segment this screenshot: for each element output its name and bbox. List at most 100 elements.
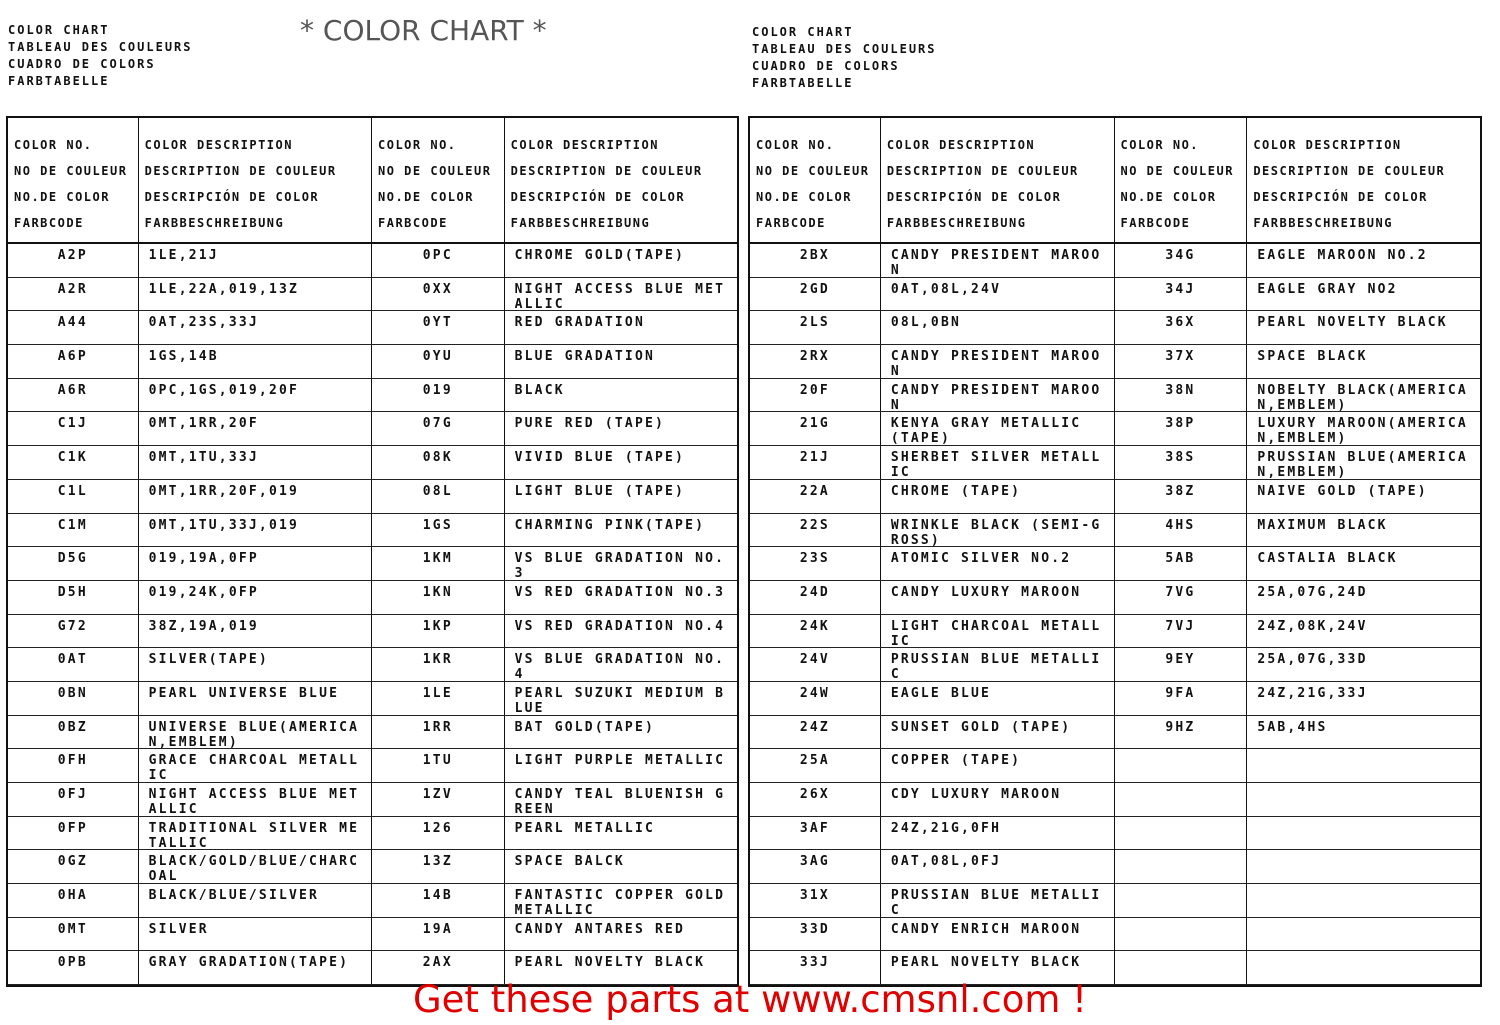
color-description: CANDY PRESIDENT MAROON	[881, 345, 1115, 378]
color-code: 24D	[750, 580, 881, 614]
color-description: PEARL UNIVERSE BLUE	[139, 681, 372, 715]
table-row: 0GZ BLACK/GOLD/BLUE/CHARCOAL 13Z SPACE BALC…	[8, 850, 737, 885]
color-description: KENYA GRAY METALLIC (TAPE)	[881, 412, 1115, 446]
color-code	[1115, 917, 1248, 951]
table-row: A2P 1LE,21J 0PC CHROME GOLD(TAPE)	[8, 244, 737, 278]
color-code: 0HA	[8, 884, 139, 917]
color-code: 4HS	[1115, 513, 1248, 547]
color-code	[1115, 850, 1248, 884]
table-row: 0BZ UNIVERSE BLUE(AMERICA N,EMBLEM) 1RR BAT…	[8, 715, 737, 750]
color-code: 26X	[750, 783, 881, 816]
color-code: 22S	[750, 513, 881, 547]
color-description: 5AB,4HS	[1257, 719, 1328, 735]
header-line: FARBBESCHREIBUNG	[510, 216, 651, 230]
footer-link[interactable]: Get these parts at www.cmsnl.com !	[412, 978, 1087, 1021]
table-row: 0BN PEARL UNIVERSE BLUE 1LE PEARL SUZUKI ME…	[8, 681, 737, 716]
color-code: 33D	[750, 917, 881, 951]
table-row: 3AG 0AT,08L,0FJ	[750, 850, 1480, 885]
color-description: 0AT,23S,33J	[139, 311, 372, 345]
table-row: 25A COPPER (TAPE)	[750, 749, 1480, 783]
color-code: A44	[8, 311, 139, 345]
table-row: 24D CANDY LUXURY MAROON 7VG 25A,07G,24D	[750, 580, 1480, 615]
header-line: NO DE COULEUR	[1120, 164, 1234, 178]
color-description	[1247, 850, 1480, 883]
table-row: C1J 0MT,1RR,20F 07G PURE RED (TAPE)	[8, 412, 737, 447]
color-description: CANDY LUXURY MAROON	[881, 580, 1115, 614]
header-line: DESCRIPTION DE COULEUR	[886, 164, 1079, 178]
color-description: MAXIMUM BLACK	[1257, 517, 1388, 533]
table-row: C1K 0MT,1TU,33J 08K VIVID BLUE (TAPE)	[8, 446, 737, 480]
header-color-description: COLOR DESCRIPTION DESCRIPTION DE COULEUR D…	[139, 118, 372, 242]
header-line: COLOR NO.	[14, 138, 93, 152]
table-row: 26X CDY LUXURY MAROON	[750, 783, 1480, 817]
table-row: 33J PEARL NOVELTY BLACK	[750, 951, 1480, 986]
color-code: 1ZV	[372, 783, 505, 816]
color-description: 08L,0BN	[881, 311, 1115, 345]
table-row: 0MT SILVER 19A CANDY ANTARES RED	[8, 917, 737, 952]
title-line: TABLEAU DES COULEURS	[8, 40, 193, 54]
color-code	[1115, 951, 1248, 985]
color-description: GRACE CHARCOAL METALLIC	[139, 749, 372, 782]
color-code: 2RX	[750, 345, 881, 378]
color-code: 24Z	[750, 715, 881, 749]
header-line: FARBBESCHREIBUNG	[886, 216, 1027, 230]
color-table-right: COLOR NO. NO DE COULEUR NO.DE COLOR FARBCOD…	[748, 116, 1482, 988]
color-code: 0MT	[8, 917, 139, 951]
color-code: 9FA	[1115, 681, 1248, 715]
color-code: 0YU	[372, 345, 505, 378]
title-line: COLOR CHART	[752, 25, 854, 39]
header-line: COLOR DESCRIPTION	[886, 138, 1036, 152]
title-line: TABLEAU DES COULEURS	[752, 42, 937, 56]
color-code: D5G	[8, 547, 139, 580]
color-code: 14B	[372, 884, 505, 917]
color-description: LUXURY MAROON(AMERICA N,EMBLEM)	[1257, 416, 1468, 446]
color-description: 25A,07G,33D	[1257, 652, 1368, 668]
color-code: 1KM	[372, 547, 505, 580]
table-row: 22S WRINKLE BLACK (SEMI-GROSS) 4HS MAXIMUM …	[750, 513, 1480, 548]
color-code	[1115, 884, 1248, 917]
color-code: C1J	[8, 412, 139, 446]
color-description: CHARMING PINK(TAPE)	[514, 517, 706, 533]
color-code: 1KR	[372, 648, 505, 681]
color-code: 37X	[1115, 345, 1248, 378]
table-row: 0AT SILVER(TAPE) 1KR VS BLUE GRADATION NO.4	[8, 648, 737, 682]
color-code: 7VG	[1115, 580, 1248, 614]
table-row: D5G 019,19A,0FP 1KM VS BLUE GRADATION NO.3	[8, 547, 737, 581]
color-description: SILVER(TAPE)	[139, 648, 372, 681]
color-description: ATOMIC SILVER NO.2	[881, 547, 1115, 580]
color-code: 0FP	[8, 816, 139, 850]
color-code: 24V	[750, 648, 881, 681]
color-description: UNIVERSE BLUE(AMERICA N,EMBLEM)	[139, 715, 372, 749]
table-row: 24W EAGLE BLUE 9FA 24Z,21G,33J	[750, 681, 1480, 716]
color-description: EAGLE BLUE	[881, 681, 1115, 715]
header-color-no: COLOR NO. NO DE COULEUR NO.DE COLOR FARBCOD…	[1115, 118, 1248, 242]
color-code: 13Z	[372, 850, 505, 884]
header-color-no: COLOR NO. NO DE COULEUR NO.DE COLOR FARBCOD…	[750, 118, 881, 242]
color-description: CANDY PRESIDENT MAROON	[881, 378, 1115, 412]
header-color-description: COLOR DESCRIPTION DESCRIPTION DE COULEUR D…	[505, 118, 737, 242]
color-description: SHERBET SILVER METALLIC	[881, 446, 1115, 479]
color-description: FANTASTIC COPPER GOLD METALLIC	[514, 888, 726, 917]
color-code: 19A	[372, 917, 505, 951]
color-description: BLACK/BLUE/SILVER	[139, 884, 372, 917]
color-description: RED GRADATION	[514, 315, 645, 331]
color-description: LIGHT PURPLE METALLIC	[514, 753, 726, 769]
color-code: A2R	[8, 277, 139, 311]
color-code: 38S	[1115, 446, 1248, 479]
color-description: 0MT,1RR,20F	[139, 412, 372, 446]
table-row: 0FH GRACE CHARCOAL METALLIC 1TU LIGHT PURPL…	[8, 749, 737, 783]
color-code: 0XX	[372, 277, 505, 311]
title-line: FARBTABELLE	[8, 74, 110, 88]
color-description: NOBELTY BLACK(AMERICA N,EMBLEM)	[1257, 382, 1468, 412]
color-description: 1LE,22A,019,13Z	[139, 277, 372, 311]
color-code: A6R	[8, 378, 139, 412]
color-code	[1115, 783, 1248, 816]
color-code: 0FJ	[8, 783, 139, 816]
color-description: PRUSSIAN BLUE METALLIC	[881, 648, 1115, 681]
color-code: 3AF	[750, 816, 881, 850]
color-description: BLACK	[514, 382, 565, 398]
color-description: BLUE GRADATION	[514, 349, 655, 365]
table-row: 0FP TRADITIONAL SILVER METALLIC 126 PEARL M…	[8, 816, 737, 851]
color-description: BLACK/GOLD/BLUE/CHARCOAL	[139, 850, 372, 884]
color-description: 0MT,1TU,33J	[139, 446, 372, 479]
